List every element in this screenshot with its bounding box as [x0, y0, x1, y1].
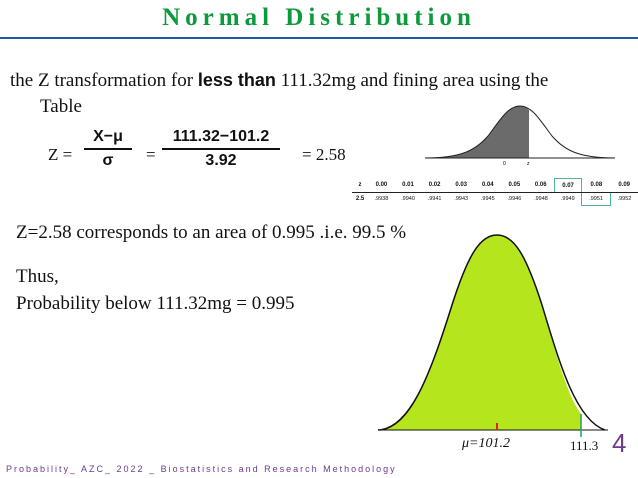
z-table-col-header: z	[352, 178, 369, 193]
z-table-cell: .9948	[534, 196, 548, 203]
large-curve-line	[377, 234, 606, 431]
formula-denominator: σ	[102, 152, 114, 169]
thus-label: Thus,	[16, 266, 59, 287]
small-curve-shaded-area	[425, 106, 529, 158]
z-table-col-header: 0.06	[527, 178, 555, 193]
formula-bar	[84, 148, 132, 150]
slide-title: Normal Distribution	[162, 4, 476, 31]
z-table-col-header: 0.04	[474, 178, 502, 193]
z-result: = 2.58	[302, 145, 346, 164]
intro-bold: less than	[197, 70, 276, 90]
z-table-col-header: 0.01	[394, 178, 422, 193]
z-table-col-header: 0.08	[581, 178, 611, 193]
z-area-sentence: Z=2.58 corresponds to an area of 0.995 .…	[16, 222, 407, 243]
z-table-cell: .9952	[617, 196, 632, 203]
value-denominator: 3.92	[205, 152, 237, 169]
page-number: 4	[612, 428, 627, 458]
z-value-fraction: 111.32−101.2 3.92	[162, 128, 280, 170]
z-table-col-header: 0.03	[447, 178, 475, 193]
equals-sign: =	[146, 145, 156, 164]
intro-text: the Z transformation for less than 111.3…	[10, 68, 548, 93]
z-formula: X−μ σ	[84, 128, 132, 170]
z-table-col-header: 0.02	[421, 178, 448, 193]
large-normal-curve	[377, 234, 608, 437]
z-table-cell: .9946	[507, 196, 522, 203]
z-table-col-header: 0.05	[501, 178, 528, 193]
z-table-cell: .9940	[401, 196, 415, 203]
z-table-cell: .9938	[374, 196, 389, 203]
value-numerator: 111.32−101.2	[172, 128, 270, 145]
small-curve-line	[424, 105, 616, 159]
z-table-row: 2.5 .9938 .9940 .9941 .9943 .9945 .9946 …	[352, 192, 638, 206]
title-divider	[0, 37, 638, 39]
z-table-cell-highlight: .9951	[581, 192, 611, 206]
intro-line2: Table	[40, 96, 82, 117]
z-table-cell: .9943	[454, 196, 469, 203]
z-table-cell: .9945	[480, 196, 495, 203]
z-table-col-header: 0.00	[368, 178, 395, 193]
z-table-cell: .9941	[427, 196, 442, 203]
small-normal-curve: 0 z	[424, 105, 616, 166]
formula-numerator: X−μ	[93, 128, 123, 145]
z-table: z 0.00 0.01 0.02 0.03 0.04 0.05 0.06 0.0…	[352, 178, 638, 206]
value-bar	[162, 148, 280, 150]
z-table-col-header-highlight: 0.07	[553, 178, 583, 193]
footer-text: Probability_ AZC_ 2022 _ Biostatistics a…	[6, 464, 397, 474]
x-value-label: 111.3	[570, 438, 599, 453]
large-curve-fill	[378, 235, 581, 430]
probability-result: Probability below 111.32mg = 0.995	[16, 293, 295, 314]
z-table-cell: .9949	[560, 196, 575, 203]
z-table-row-label: 2.5	[355, 196, 365, 203]
z-equals-label: Z =	[48, 145, 73, 164]
intro-part2: 111.32mg and fining area using the	[275, 70, 549, 91]
small-curve-z: z	[527, 161, 530, 166]
z-table-col-header: 0.09	[610, 178, 638, 193]
intro-part1: the Z transformation for	[10, 70, 198, 91]
z-table-header-row: z 0.00 0.01 0.02 0.03 0.04 0.05 0.06 0.0…	[352, 178, 638, 193]
small-curve-zero: 0	[503, 161, 506, 166]
mean-label: μ=101.2	[462, 436, 510, 451]
